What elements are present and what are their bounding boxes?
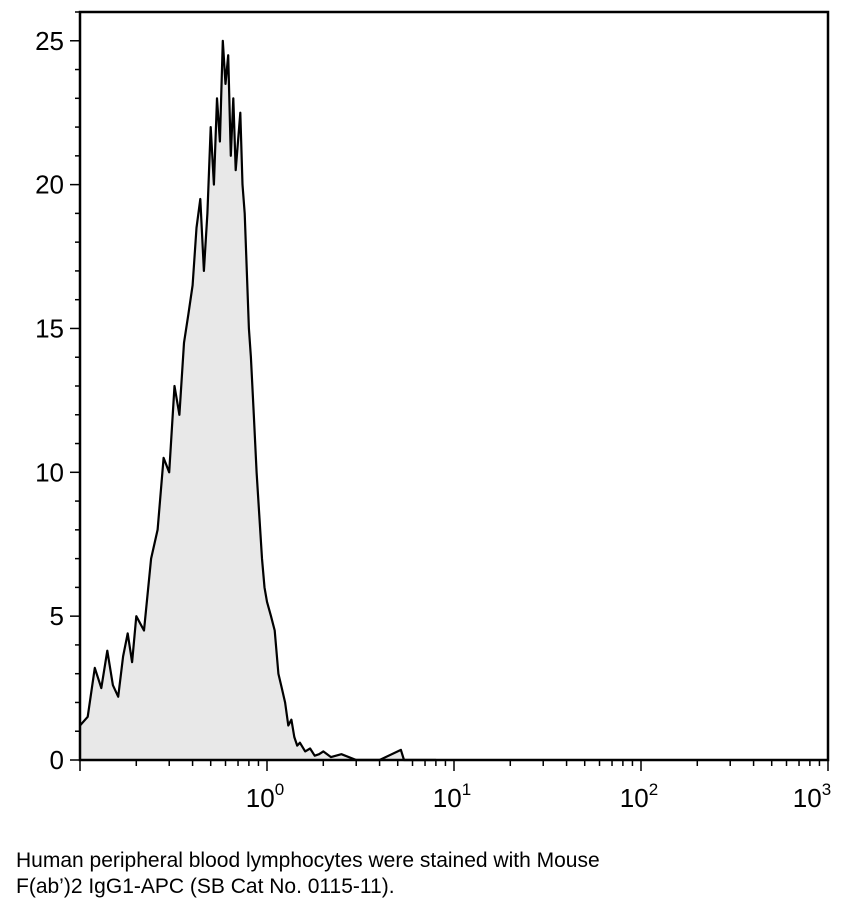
- figure-caption: Human peripheral blood lymphocytes were …: [16, 848, 846, 900]
- y-tick-label: 15: [35, 313, 64, 343]
- y-tick-label: 25: [35, 26, 64, 56]
- x-tick-label: 100: [246, 780, 284, 813]
- y-tick-label: 10: [35, 457, 64, 487]
- caption-line-2: F(ab’)2 IgG1-APC (SB Cat No. 0115-11).: [16, 875, 395, 898]
- caption-line-1: Human peripheral blood lymphocytes were …: [16, 849, 600, 872]
- y-tick-label: 0: [50, 745, 64, 775]
- y-axis: 0 5 10 15 20 25: [35, 11, 80, 775]
- plot-area: [78, 10, 830, 762]
- y-tick-label: 5: [50, 601, 64, 631]
- x-tick-label: 102: [620, 780, 658, 813]
- x-axis: 100 101 102 103: [79, 760, 831, 813]
- histogram-chart: 0 5 10 15 20 25 100 101 102 103: [35, 10, 831, 813]
- y-tick-label: 20: [35, 170, 64, 200]
- histogram-line: [79, 39, 436, 762]
- x-tick-label: 103: [793, 780, 831, 813]
- x-tick-label: 101: [433, 780, 471, 813]
- histogram-area: [80, 40, 436, 761]
